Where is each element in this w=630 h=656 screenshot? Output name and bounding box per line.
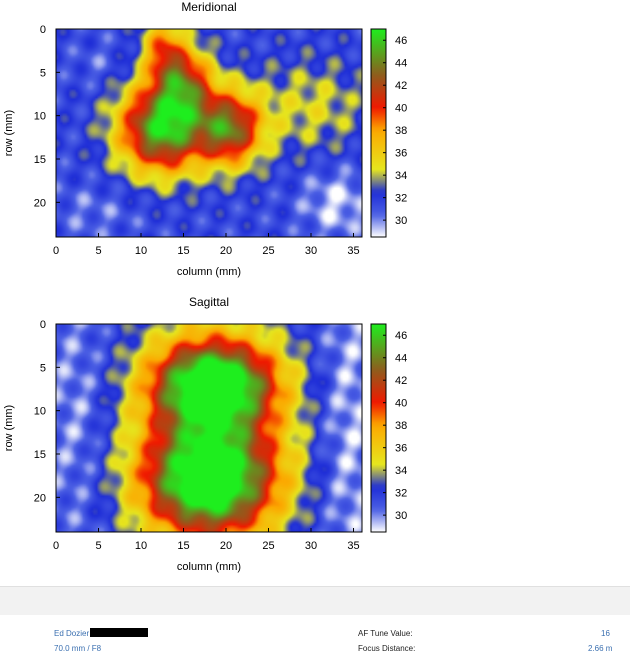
colorbar-tick-label: 34 <box>395 170 407 182</box>
y-tick-label: 15 <box>34 154 46 166</box>
x-tick-label: 10 <box>135 245 147 257</box>
lens-info: 70.0 mm / F8 <box>54 644 102 653</box>
colorbar-tick-label: 30 <box>395 510 407 522</box>
colorbar-tick-label: 32 <box>395 488 407 500</box>
y-tick-label: 20 <box>34 197 46 209</box>
x-tick-label: 35 <box>347 245 359 257</box>
colorbar-tick-label: 40 <box>395 398 407 410</box>
colorbar-tick-label: 30 <box>395 215 407 227</box>
x-tick-label: 0 <box>53 540 59 552</box>
x-tick-label: 5 <box>95 540 101 552</box>
af-tune-value: 16 <box>601 629 610 638</box>
sagittal-chart: Sagittal 0 5 10 15 20 25 30 35 0 5 10 15 20 column (mm… <box>0 295 630 585</box>
colorbar-tick-label: 46 <box>395 330 407 342</box>
colorbar <box>370 323 387 533</box>
meridional-chart: Meridional 0 5 10 15 20 25 30 35 0 5 10 15 20 column (… <box>0 0 630 290</box>
af-tune-label: AF Tune Value: <box>358 629 413 638</box>
colorbar-tick-label: 36 <box>395 148 407 160</box>
x-tick-label: 30 <box>305 540 317 552</box>
focus-distance-label: Focus Distance: <box>358 644 416 653</box>
x-tick-label: 10 <box>135 540 147 552</box>
x-tick-label: 25 <box>262 540 274 552</box>
colorbar-tick-label: 36 <box>395 443 407 455</box>
x-tick-label: 0 <box>53 245 59 257</box>
y-tick-label: 15 <box>34 449 46 461</box>
colorbar-tick-label: 32 <box>395 193 407 205</box>
x-tick-label: 5 <box>95 245 101 257</box>
y-tick-label: 5 <box>40 362 46 374</box>
colorbar-tick-label: 44 <box>395 353 407 365</box>
x-axis-label: column (mm) <box>177 561 241 573</box>
y-axis-label: row (mm) <box>3 405 15 451</box>
x-tick-label: 15 <box>177 245 189 257</box>
y-axis-label: row (mm) <box>3 110 15 156</box>
y-tick-label: 20 <box>34 492 46 504</box>
heatmap-svg: Sagittal 0 5 10 15 20 25 30 35 0 5 10 15 20 column (mm… <box>3 295 407 573</box>
photographer-name: Ed Dozier <box>54 629 90 638</box>
colorbar-tick-label: 34 <box>395 465 407 477</box>
colorbar-tick-label: 44 <box>395 58 407 70</box>
y-tick-label: 10 <box>34 406 46 418</box>
y-tick-label: 0 <box>40 24 46 36</box>
y-tick-label: 5 <box>40 67 46 79</box>
colorbar-tick-label: 38 <box>395 125 407 137</box>
y-tick-label: 10 <box>34 111 46 123</box>
colorbar-tick-label: 46 <box>395 35 407 47</box>
x-tick-label: 35 <box>347 540 359 552</box>
heatmap-image <box>56 324 362 532</box>
x-tick-label: 25 <box>262 245 274 257</box>
y-tick-label: 0 <box>40 319 46 331</box>
colorbar-tick-label: 40 <box>395 103 407 115</box>
footer-info: Ed Dozier 70.0 mm / F8 AF Tune Value: Fo… <box>0 615 630 656</box>
x-tick-label: 30 <box>305 245 317 257</box>
x-tick-label: 20 <box>220 540 232 552</box>
chart-title: Meridional <box>181 0 236 14</box>
colorbar-tick-label: 38 <box>395 420 407 432</box>
plot-frame <box>55 323 363 533</box>
plot-frame <box>55 28 363 238</box>
heatmap-svg: Meridional 0 5 10 15 20 25 30 35 0 5 10 15 20 column (… <box>3 0 407 278</box>
x-axis-label: column (mm) <box>177 266 241 278</box>
x-tick-label: 15 <box>177 540 189 552</box>
chart-title: Sagittal <box>189 295 229 309</box>
redaction-bar <box>90 628 148 637</box>
x-tick-label: 20 <box>220 245 232 257</box>
footer-band <box>0 586 630 615</box>
focus-distance-value: 2.66 m <box>588 644 613 653</box>
colorbar <box>370 28 387 238</box>
heatmap-image <box>56 29 362 237</box>
colorbar-tick-label: 42 <box>395 80 407 92</box>
colorbar-tick-label: 42 <box>395 375 407 387</box>
